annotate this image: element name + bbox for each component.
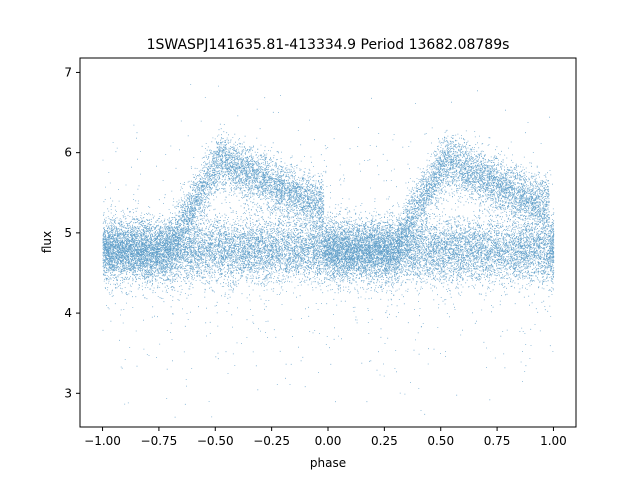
y-tick-label: 6 [64, 146, 72, 160]
y-tick-label: 5 [64, 226, 72, 240]
x-tick-label: −0.50 [197, 434, 234, 448]
x-axis: −1.00 −0.75 −0.50 −0.25 0.00 0.25 0.50 0.75 1.00 [84, 427, 567, 448]
x-tick-label: −0.75 [141, 434, 178, 448]
x-tick-label: 0.00 [315, 434, 342, 448]
x-tick-label: −0.25 [253, 434, 290, 448]
x-tick-label: −1.00 [84, 434, 121, 448]
chart-title: 1SWASPJ141635.81-413334.9 Period 13682.0… [147, 37, 510, 53]
y-tick-label: 3 [64, 386, 72, 400]
x-tick-label: 0.25 [371, 434, 398, 448]
y-axis-label: flux [40, 231, 54, 253]
y-tick-label: 7 [64, 65, 72, 79]
scatter-point-cloud [102, 84, 555, 418]
y-axis: 3 4 5 6 7 [64, 65, 80, 400]
scatter-points [102, 84, 555, 418]
x-tick-label: 0.75 [484, 434, 511, 448]
y-tick-label: 4 [64, 306, 72, 320]
x-axis-label: phase [310, 456, 346, 470]
x-tick-label: 0.50 [427, 434, 454, 448]
x-tick-label: 1.00 [540, 434, 567, 448]
